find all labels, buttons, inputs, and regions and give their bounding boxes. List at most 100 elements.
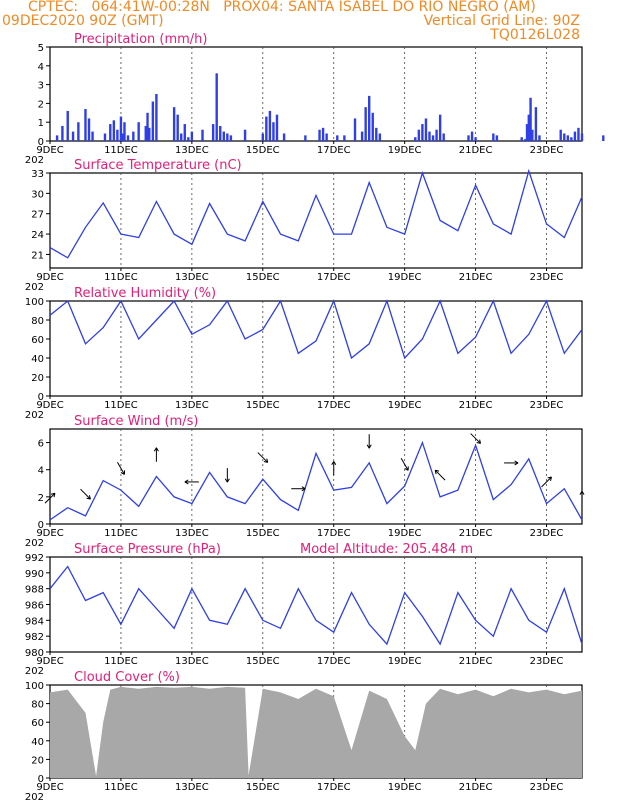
- precip-bar: [375, 127, 378, 141]
- wind-arrow-shaft: [257, 452, 269, 463]
- precip-bar: [148, 127, 151, 141]
- precip-x-tick-label: 23DEC: [530, 145, 564, 156]
- wind-arrow-head: [579, 490, 585, 495]
- temp-x-tick-label: 11DEC: [104, 272, 138, 283]
- precip-bar: [566, 135, 570, 141]
- temp-x-tick-label: 13DEC: [175, 272, 209, 283]
- wind-arrow-head: [120, 470, 126, 475]
- temp-x-tick-label: 23DEC: [530, 272, 564, 283]
- precip-bar: [87, 118, 91, 141]
- wind-arrow-head: [404, 466, 409, 471]
- cloud-x-tick-sub: 202: [25, 792, 44, 800]
- precip-bar: [573, 131, 577, 141]
- temp-y-tick-label: 33: [31, 169, 44, 180]
- rh-y-tick-label: 60: [31, 335, 44, 346]
- cloud-title: Cloud Cover (%): [74, 670, 180, 685]
- precip-bar: [368, 95, 371, 141]
- precip-bar: [268, 110, 272, 141]
- temp-x-tick-label: 9DEC: [36, 272, 63, 283]
- temp-y-tick-label: 21: [31, 250, 44, 261]
- precip-bar: [61, 125, 64, 141]
- precip-y-tick-label: 0: [38, 137, 44, 148]
- temp-x-tick-sub: 202: [25, 282, 44, 293]
- wind-y-tick-label: 2: [38, 493, 44, 504]
- precip-y-tick-label: 2: [38, 99, 44, 110]
- precip-bar: [602, 135, 605, 141]
- precip-bar: [146, 112, 149, 141]
- precip-bar: [534, 107, 538, 141]
- pres-frame: [49, 556, 583, 653]
- precip-bar: [467, 135, 470, 141]
- precip-bar: [126, 135, 130, 141]
- precip-bar: [119, 116, 123, 141]
- rh-y-tick-label: 40: [31, 354, 44, 365]
- precip-x-tick-label: 17DEC: [317, 145, 351, 156]
- precip-bar: [103, 133, 107, 141]
- rh-x-tick-label: 15DEC: [246, 400, 280, 411]
- wind-arrow-head: [50, 492, 56, 498]
- precip-bar: [121, 133, 124, 141]
- precip-bar: [109, 124, 112, 141]
- precip-bar: [132, 131, 135, 141]
- header-grid-line: Vertical Grid Line: 90Z: [423, 13, 580, 29]
- wind-arrow-head: [514, 460, 519, 466]
- precip-bar: [435, 129, 438, 141]
- wind-x-tick-sub: 202: [25, 538, 44, 549]
- precip-y-tick-label: 4: [38, 62, 44, 73]
- rh-x-tick-label: 19DEC: [388, 400, 422, 411]
- precip-bar: [577, 127, 580, 141]
- precip-bar: [112, 120, 116, 141]
- precip-bar: [474, 137, 477, 141]
- rh-x-tick-label: 23DEC: [530, 400, 564, 411]
- precip-frame: [49, 46, 583, 142]
- wind-x-tick-label: 11DEC: [104, 528, 138, 539]
- cloud-area: [50, 686, 582, 778]
- rh-x-tick-label: 9DEC: [36, 400, 63, 411]
- precip-bar: [275, 114, 279, 141]
- precip-bar: [229, 135, 233, 141]
- wind-arrow-head: [434, 469, 440, 475]
- wind-arrow-head: [153, 447, 159, 452]
- precip-bar: [91, 131, 94, 141]
- temp-frame: [49, 172, 583, 269]
- wind-x-tick-label: 19DEC: [388, 528, 422, 539]
- wind-series-line: [49, 440, 583, 521]
- temp-title: Surface Temperature (nC): [74, 158, 242, 173]
- precip-x-tick-label: 15DEC: [246, 145, 280, 156]
- cloud-x-tick-label: 23DEC: [530, 782, 564, 793]
- wind-arrow-head: [476, 439, 482, 444]
- precip-bar: [261, 133, 264, 141]
- precip-bar: [442, 133, 445, 141]
- precip-bar: [211, 124, 215, 141]
- precip-bar: [137, 122, 140, 141]
- precip-bar: [123, 122, 126, 141]
- pres-x-tick-sub: 202: [25, 666, 44, 677]
- pres-x-tick-label: 15DEC: [246, 656, 280, 667]
- cloud-x-tick-label: 21DEC: [459, 782, 493, 793]
- pres-title: Surface Pressure (hPa): [74, 542, 221, 557]
- cloud-x-tick-label: 9DEC: [36, 782, 63, 793]
- precip-bar: [343, 135, 346, 141]
- precip-bar: [538, 135, 541, 141]
- wind-y-tick-label: 6: [38, 439, 44, 450]
- wind-x-tick-label: 9DEC: [36, 528, 63, 539]
- cloud-x-tick-label: 13DEC: [175, 782, 209, 793]
- precip-x-tick-label: 9DEC: [36, 145, 63, 156]
- temp-x-tick-label: 19DEC: [388, 272, 422, 283]
- precip-bar: [201, 129, 204, 141]
- precip-bar: [563, 133, 566, 141]
- precip-bar: [180, 133, 183, 141]
- precip-bar: [492, 133, 495, 141]
- pres-x-tick-label: 17DEC: [317, 656, 351, 667]
- precip-bar: [438, 114, 442, 141]
- wind-arrow-shaft: [117, 462, 125, 475]
- wind-arrow-head: [331, 461, 337, 466]
- pres-y-tick-label: 988: [25, 585, 44, 596]
- header-run-date: 09DEC2020 90Z (GMT): [2, 13, 164, 29]
- precip-bar: [55, 135, 59, 141]
- wind-x-tick-label: 21DEC: [459, 528, 493, 539]
- wind-x-tick-label: 13DEC: [175, 528, 209, 539]
- wind-y-tick-label: 4: [38, 466, 44, 477]
- wind-arrow-head: [301, 486, 306, 492]
- temp-y-tick-label: 27: [31, 210, 44, 221]
